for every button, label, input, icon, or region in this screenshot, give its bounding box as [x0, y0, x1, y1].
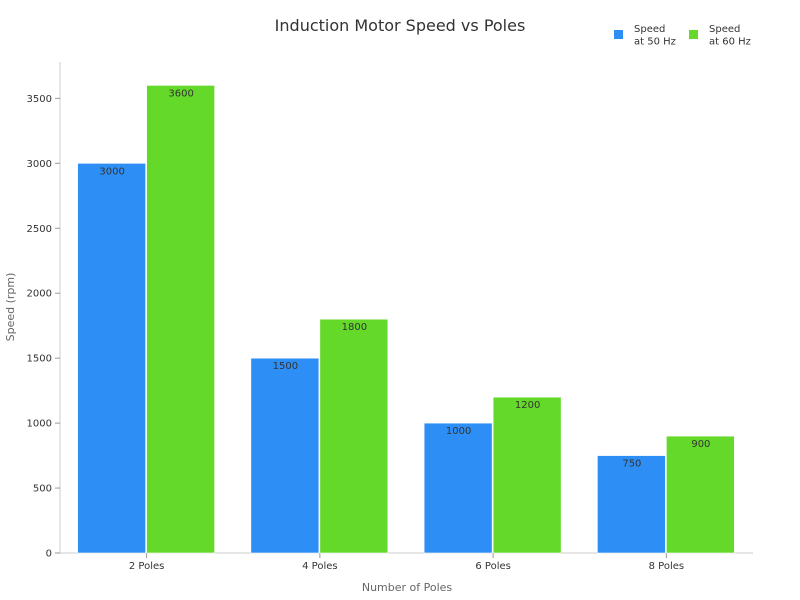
legend-label-line: at 60 Hz	[709, 37, 751, 48]
y-axis: 0 500 1000 1500 2000 2500 3000 3500	[27, 62, 61, 560]
y-tick-label: 0	[46, 549, 52, 560]
y-tick-label: 2000	[27, 289, 52, 300]
y-tick-label: 3000	[27, 159, 52, 170]
bars	[77, 85, 735, 554]
bar-value-label: 1800	[342, 322, 367, 333]
y-tick-label: 2500	[27, 224, 52, 235]
legend-label: Speed at 50 Hz	[634, 24, 676, 48]
bar-value-label: 1500	[273, 361, 298, 372]
bar	[319, 318, 389, 554]
x-tick-label: 6 Poles	[475, 561, 510, 572]
x-tick-label: 4 Poles	[302, 561, 337, 572]
bar	[492, 396, 562, 554]
y-tick-label: 1500	[27, 354, 52, 365]
legend-label: Speed at 60 Hz	[709, 24, 751, 48]
x-tick-label: 8 Poles	[649, 561, 684, 572]
bar	[146, 85, 215, 554]
bar-value-label: 900	[691, 439, 710, 450]
legend-label-line: Speed	[634, 24, 665, 35]
bar	[423, 422, 493, 554]
chart-title: Induction Motor Speed vs Poles	[275, 16, 526, 35]
y-tick-label: 500	[33, 484, 52, 495]
legend-label-line: at 50 Hz	[634, 37, 676, 48]
y-tick-label: 3500	[27, 94, 52, 105]
bar	[77, 163, 146, 554]
legend-swatch	[689, 30, 698, 39]
legend-label-line: Speed	[709, 24, 740, 35]
bar	[666, 435, 735, 554]
bar-value-label: 3600	[168, 88, 193, 99]
bar-value-label: 3000	[99, 166, 124, 177]
legend-swatch	[614, 30, 623, 39]
x-tick-label: 2 Poles	[129, 561, 164, 572]
x-axis: 2 Poles 4 Poles 6 Poles 8 Poles	[60, 552, 753, 572]
bar-labels: 3000 3600 1500 1800 1000 1200 750 900	[99, 88, 710, 469]
x-axis-title: Number of Poles	[362, 581, 453, 594]
bar-value-label: 1000	[446, 426, 471, 437]
bar-value-label: 1200	[515, 400, 540, 411]
y-axis-title: Speed (rpm)	[4, 273, 17, 342]
legend: Speed at 50 Hz Speed at 60 Hz	[614, 24, 751, 48]
bar-value-label: 750	[622, 459, 641, 470]
bar	[250, 357, 320, 554]
y-tick-label: 1000	[27, 419, 52, 430]
bar	[597, 455, 666, 554]
